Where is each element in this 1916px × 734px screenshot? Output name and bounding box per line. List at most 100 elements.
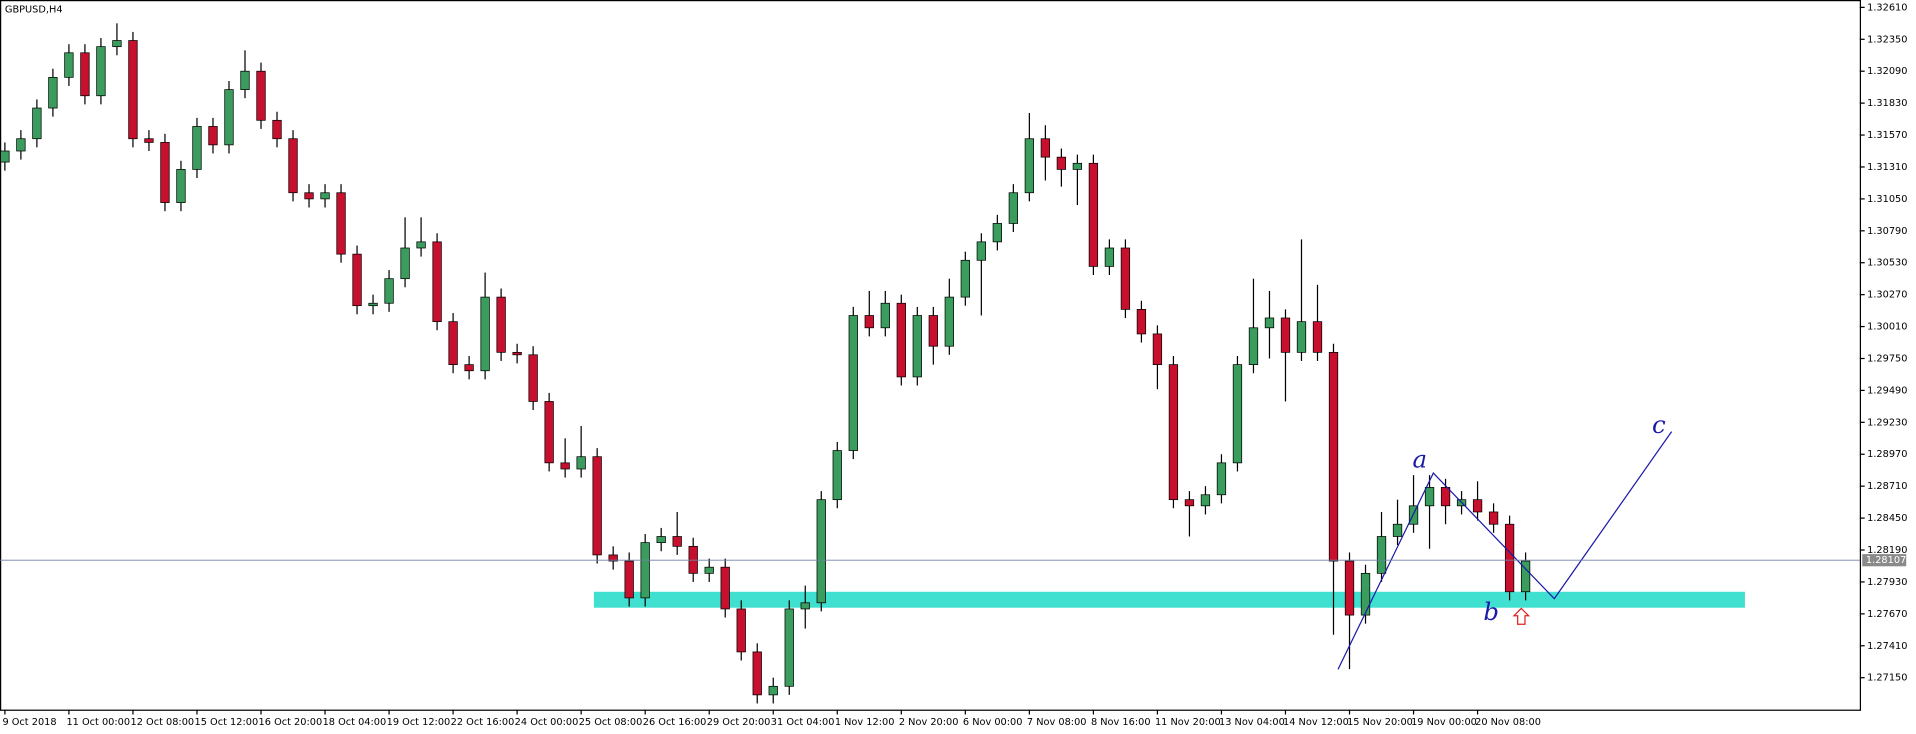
candle-body — [1264, 317, 1275, 329]
candle-body — [1152, 333, 1163, 365]
candle-body — [112, 40, 122, 48]
candle-body — [208, 126, 218, 146]
x-tick-label: 14 Nov 12:00 — [1283, 717, 1349, 728]
y-tick-label: 1.32350 — [1867, 34, 1907, 45]
x-tick-label: 1 Nov 12:00 — [835, 717, 895, 728]
candle-body — [1312, 321, 1323, 353]
candle-body — [736, 608, 746, 653]
support-zone — [593, 591, 1745, 608]
candle-body — [1168, 364, 1179, 501]
candle-body — [800, 602, 810, 610]
x-tick-label: 20 Nov 08:00 — [1475, 717, 1541, 728]
candle-body — [576, 456, 586, 470]
y-tick-label: 1.28970 — [1867, 449, 1907, 460]
wave-label-c: c — [1652, 410, 1666, 439]
candle-body — [624, 560, 634, 599]
y-tick-label: 1.27150 — [1867, 673, 1907, 684]
y-tick-label: 1.31570 — [1867, 130, 1907, 141]
y-tick-label: 1.31310 — [1867, 162, 1907, 173]
y-tick-label: 1.27410 — [1867, 641, 1907, 652]
candle-body — [224, 89, 234, 146]
y-tick-label: 1.27930 — [1867, 577, 1907, 588]
x-tick-label: 11 Nov 20:00 — [1155, 717, 1221, 728]
up-arrow — [1512, 607, 1531, 625]
candle-body — [704, 566, 714, 574]
y-tick-label: 1.31830 — [1867, 98, 1907, 109]
y-tick-label: 1.29230 — [1867, 417, 1907, 428]
candle-body — [1520, 560, 1531, 593]
candle-body — [608, 554, 618, 562]
candle-body — [240, 70, 250, 90]
x-tick-label: 15 Nov 20:00 — [1347, 717, 1413, 728]
x-tick-label: 11 Oct 00:00 — [66, 717, 130, 728]
x-tick-label: 13 Nov 04:00 — [1219, 717, 1285, 728]
candle-body — [1216, 462, 1227, 496]
candle-body — [64, 52, 74, 78]
wave-label-b: b — [1483, 597, 1499, 626]
candle-body — [720, 566, 730, 610]
y-tick-label: 1.28190 — [1867, 545, 1907, 556]
candle-body — [288, 138, 298, 194]
x-tick-label: 19 Oct 12:00 — [387, 717, 451, 728]
x-tick-label: 22 Oct 16:00 — [451, 717, 515, 728]
candle-body — [1392, 523, 1403, 537]
candle-body — [992, 223, 1002, 243]
candle-body — [416, 241, 426, 249]
y-tick-label: 1.28710 — [1867, 481, 1907, 492]
candle-body — [368, 302, 378, 307]
candle-body — [160, 142, 170, 203]
y-tick-label: 1.29750 — [1867, 353, 1907, 364]
candle-body — [912, 315, 922, 378]
candle-body — [1328, 351, 1339, 562]
x-tick-label: 18 Oct 04:00 — [323, 717, 387, 728]
candle-body — [1024, 138, 1035, 194]
candle-body — [752, 651, 762, 696]
y-tick-label: 1.32610 — [1867, 2, 1907, 13]
candle-body — [464, 364, 474, 372]
candle-body — [896, 302, 906, 378]
candle-body — [512, 351, 522, 356]
candle-body — [448, 321, 458, 365]
candle-body — [1248, 327, 1259, 365]
y-tick-label: 1.28450 — [1867, 513, 1907, 524]
candle-body — [544, 401, 554, 464]
candle-body — [928, 315, 938, 347]
candle-body — [16, 138, 26, 152]
candle-body — [1232, 364, 1243, 464]
current-price-label: 1.28107 — [1866, 555, 1906, 566]
x-tick-label: 2 Nov 20:00 — [899, 717, 959, 728]
candle-body — [176, 169, 186, 203]
x-tick-label: 9 Oct 2018 — [2, 717, 56, 728]
y-tick-label: 1.27670 — [1867, 609, 1907, 620]
x-tick-label: 31 Oct 04:00 — [771, 717, 835, 728]
x-tick-label: 12 Oct 08:00 — [131, 717, 195, 728]
candle-body — [560, 462, 570, 470]
x-tick-label: 6 Nov 00:00 — [963, 717, 1023, 728]
candle-body — [192, 126, 202, 170]
candle-body — [1008, 192, 1018, 224]
candle-body — [400, 247, 410, 280]
candle-body — [336, 192, 346, 255]
candle-body — [1344, 560, 1355, 616]
candle-body — [384, 278, 394, 304]
candle-body — [944, 296, 954, 347]
candle-body — [1104, 247, 1115, 267]
candle-body — [784, 608, 794, 687]
candle-body — [1072, 162, 1083, 170]
x-tick-label: 19 Nov 00:00 — [1411, 717, 1477, 728]
y-tick-label: 1.32090 — [1867, 66, 1907, 77]
y-tick-label: 1.29490 — [1867, 385, 1907, 396]
candle-body — [1184, 499, 1195, 507]
candle-body — [80, 52, 90, 97]
chart-title: GBPUSD,H4 — [5, 5, 63, 16]
candle-body — [352, 253, 362, 307]
candle-body — [1424, 487, 1435, 507]
candle-body — [0, 150, 10, 163]
candle-body — [128, 40, 138, 140]
y-tick-label: 1.30790 — [1867, 226, 1907, 237]
candle-body — [848, 315, 858, 451]
candle-body — [32, 107, 42, 140]
x-tick-label: 8 Nov 16:00 — [1091, 717, 1151, 728]
x-tick-label: 7 Nov 08:00 — [1027, 717, 1087, 728]
y-tick-label: 1.31050 — [1867, 194, 1907, 205]
